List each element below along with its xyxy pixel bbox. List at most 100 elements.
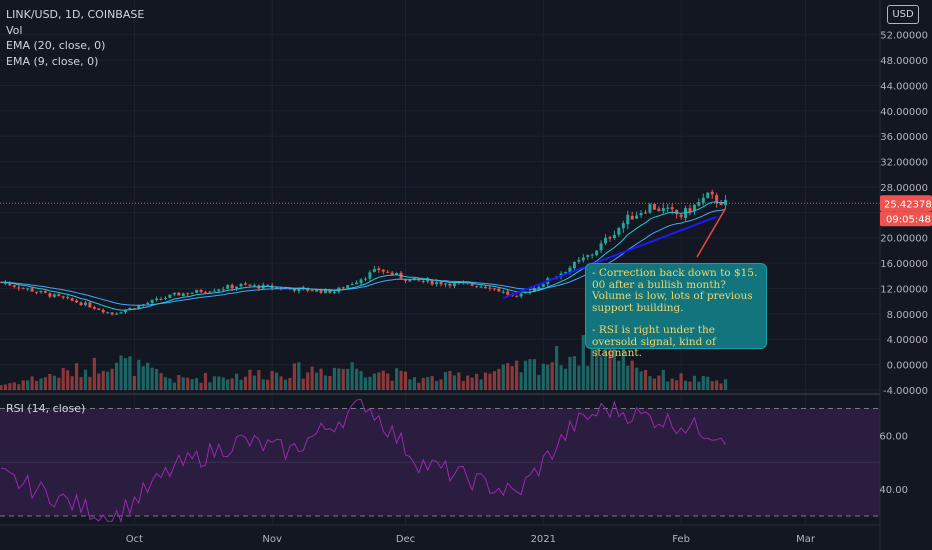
volume-bar — [599, 356, 603, 390]
annotation-note[interactable]: - Correction back down to $15. 00 after … — [585, 263, 767, 359]
volume-bar — [426, 377, 430, 390]
volume-bar — [626, 365, 630, 390]
price-tick-label: 0.00000 — [887, 361, 928, 372]
candle-body — [604, 237, 608, 244]
volume-bar — [568, 356, 572, 390]
candle-body — [70, 298, 74, 301]
volume-bar — [417, 382, 421, 390]
volume-bar — [372, 373, 376, 390]
volume-bar — [52, 375, 56, 390]
volume-bar — [635, 367, 639, 390]
symbol-title[interactable]: LINK/USD, 1D, COINBASE — [6, 8, 145, 21]
candle-body — [128, 307, 132, 311]
legend-rsi[interactable]: RSI (14, close) — [6, 402, 86, 415]
volume-bar — [590, 343, 594, 390]
candle-body — [106, 312, 110, 314]
candle-body — [475, 286, 479, 288]
candle-body — [403, 278, 407, 281]
volume-bar — [648, 376, 652, 390]
candle-body — [292, 288, 296, 291]
candle-body — [532, 287, 536, 292]
candle-body — [679, 214, 683, 217]
volume-bar — [110, 368, 114, 390]
time-tick-label: Dec — [396, 534, 415, 545]
volume-bar — [190, 379, 194, 390]
volume-bar — [274, 372, 279, 390]
time-axis[interactable]: Oct Nov Dec 2021 Feb Mar — [126, 534, 816, 545]
price-tick-label: 40.00000 — [880, 107, 928, 118]
volume-bar — [12, 382, 16, 390]
candle-body — [537, 286, 541, 289]
candle-body — [497, 288, 501, 292]
volume-bar — [203, 372, 208, 390]
volume-bar — [435, 380, 439, 390]
volume-bar — [381, 370, 385, 390]
volume-bar — [528, 359, 532, 390]
candle-body — [363, 278, 367, 280]
volume-bar — [288, 377, 292, 390]
volume-bar — [199, 382, 203, 390]
volume-bar — [630, 360, 634, 390]
candle-body — [3, 282, 7, 284]
candle-body — [177, 292, 181, 296]
candle-body — [17, 287, 21, 289]
price-tick-label: 32.00000 — [880, 158, 928, 169]
volume-bar — [670, 378, 674, 390]
candle-body — [501, 291, 505, 293]
volume-bar — [181, 377, 185, 390]
candle-body — [195, 289, 199, 293]
volume-bar — [306, 372, 310, 390]
legend-volume[interactable]: Vol — [6, 23, 23, 37]
volume-bar — [595, 337, 599, 390]
volume-bar — [359, 371, 363, 390]
volume-bar — [150, 367, 154, 390]
legend-ema20[interactable]: EMA (20, close, 0) — [6, 39, 106, 52]
candle-body — [101, 309, 105, 313]
candle-body — [644, 212, 648, 214]
volume-bar — [470, 377, 474, 390]
candle-body — [444, 283, 447, 285]
volume-bar — [43, 377, 48, 390]
volume-bar — [581, 335, 585, 390]
candle-body — [381, 269, 385, 272]
legend-ema9[interactable]: EMA (9, close, 0) — [6, 54, 99, 68]
volume-bar — [66, 370, 70, 390]
price-label: 25.42378 — [880, 195, 932, 212]
volume-bar — [341, 368, 345, 390]
price-tick-label: 44.00000 — [880, 81, 928, 92]
volume-bar — [715, 380, 719, 390]
volume-bar — [386, 373, 390, 390]
annotation-text-1: - Correction back down to $15. 00 after … — [592, 267, 758, 314]
candle-body — [66, 297, 70, 299]
candle-body — [648, 204, 652, 213]
candle-body — [199, 290, 203, 293]
candle-body — [390, 272, 394, 275]
volume-bar — [399, 370, 403, 390]
volume-bar — [452, 375, 456, 390]
volume-bar — [163, 377, 168, 390]
arrow-line[interactable] — [696, 207, 727, 258]
candle-body — [639, 213, 643, 216]
candle-body — [652, 204, 656, 210]
candle-body — [203, 291, 207, 293]
rsi-line — [0, 398, 726, 523]
candle-body — [426, 279, 430, 282]
currency-button[interactable]: USD — [887, 5, 919, 24]
volume-bar — [661, 369, 665, 390]
volume-bar — [683, 380, 688, 390]
candle-body — [608, 237, 612, 239]
volume-bar — [697, 381, 701, 390]
trendline[interactable] — [502, 215, 718, 299]
volume-bar — [390, 380, 394, 390]
candle-body — [666, 207, 670, 209]
candle-body — [541, 284, 545, 287]
candle-body — [617, 228, 621, 235]
volume-bar — [186, 377, 190, 390]
volume-bar — [541, 363, 545, 390]
time-tick-label: Mar — [796, 534, 816, 545]
rsi-axis[interactable]: 60.00 40.00 — [879, 431, 908, 496]
volume-bar — [48, 373, 52, 390]
volume-bar — [194, 378, 199, 390]
volume-bar — [319, 368, 323, 390]
